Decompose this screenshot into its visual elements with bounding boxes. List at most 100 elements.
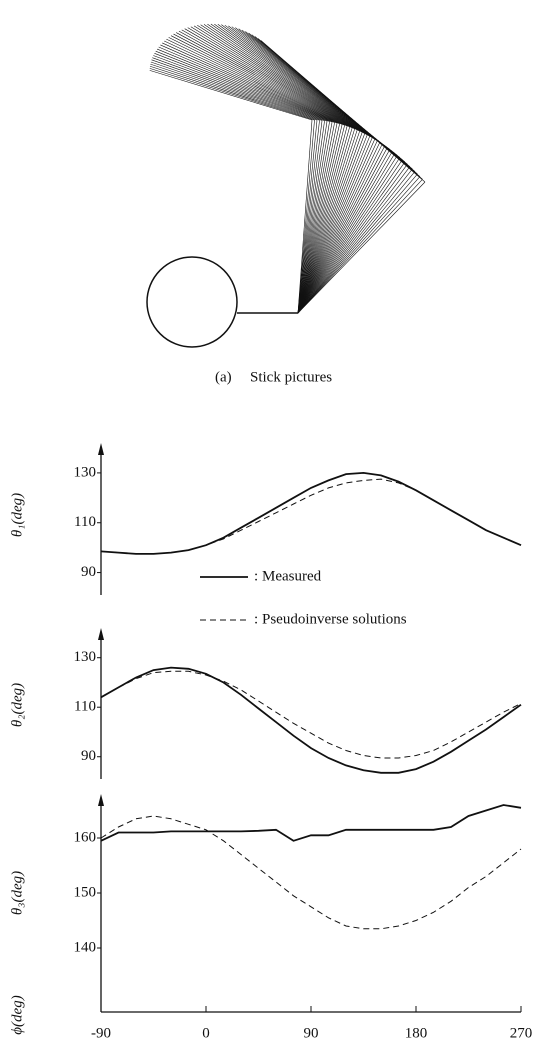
upper-arm xyxy=(297,125,345,314)
upper-arm xyxy=(297,134,368,314)
upper-arm xyxy=(297,140,378,314)
legend-separator: : xyxy=(254,568,258,584)
series-line xyxy=(100,478,522,555)
forearm xyxy=(166,38,350,128)
forearm xyxy=(160,44,343,125)
upper-arm xyxy=(297,120,323,314)
series-line xyxy=(100,666,522,774)
upper-arm xyxy=(297,120,325,314)
forearm xyxy=(149,65,318,121)
upper-arm xyxy=(297,120,320,314)
upper-arm xyxy=(297,139,376,314)
forearm xyxy=(150,61,323,121)
x-tick-label: 0 xyxy=(202,1025,210,1041)
forearm xyxy=(203,24,383,145)
upper-arm xyxy=(297,126,350,314)
forearm xyxy=(190,26,373,138)
upper-arm xyxy=(297,124,343,314)
forearm xyxy=(178,30,363,133)
forearm xyxy=(158,46,340,124)
stick-picture xyxy=(146,23,426,348)
upper-arm xyxy=(297,155,398,314)
upper-arm xyxy=(297,136,371,314)
forearm xyxy=(184,28,368,136)
y-tick-label: 160 xyxy=(74,829,97,845)
upper-arm xyxy=(297,119,313,314)
upper-arm xyxy=(297,173,418,314)
x-axis-label: ϕ(deg) xyxy=(9,995,25,1034)
upper-arm xyxy=(297,121,333,314)
forearm xyxy=(187,27,370,137)
upper-arm xyxy=(297,147,388,314)
upper-arm xyxy=(297,151,393,314)
upper-arm xyxy=(297,142,381,314)
forearm xyxy=(154,53,333,123)
upper-arm xyxy=(297,166,411,314)
forearm xyxy=(168,37,353,129)
body-circle xyxy=(146,256,238,348)
forearm xyxy=(197,24,378,141)
upper-arm xyxy=(297,120,318,314)
forearm xyxy=(151,59,325,122)
forearm xyxy=(155,50,335,123)
upper-arm xyxy=(297,179,423,314)
forearm xyxy=(149,70,313,121)
upper-arm xyxy=(297,149,391,314)
forearm xyxy=(150,63,320,121)
upper-arm xyxy=(297,120,315,314)
y-tick-label: 90 xyxy=(81,748,96,764)
upper-arm xyxy=(297,145,386,314)
forearm xyxy=(181,29,365,134)
y-axis-arrow xyxy=(98,443,104,455)
y-tick-label: 110 xyxy=(74,699,96,715)
series-line xyxy=(100,670,522,759)
x-tick-label: 90 xyxy=(304,1025,319,1041)
y-axis-arrow xyxy=(98,628,104,640)
caption: Stick pictures xyxy=(250,369,332,385)
y-axis-arrow xyxy=(98,794,104,806)
upper-arm xyxy=(297,123,340,314)
upper-arm xyxy=(297,121,328,314)
upper-arm xyxy=(297,129,358,314)
y-tick-label: 130 xyxy=(74,464,97,480)
forearm xyxy=(152,57,328,122)
y-axis-label: θ₂(deg) xyxy=(9,683,25,727)
upper-arm xyxy=(297,143,383,314)
y-tick-label: 110 xyxy=(74,514,96,530)
y-tick-label: 140 xyxy=(74,939,97,955)
y-tick-label: 130 xyxy=(74,649,97,665)
forearm xyxy=(173,33,358,131)
upper-arm xyxy=(297,157,401,314)
upper-arm xyxy=(297,161,406,314)
forearm xyxy=(260,40,426,183)
upper-arm xyxy=(297,181,426,314)
forearm xyxy=(176,32,360,132)
y-axis-label: θ₃(deg) xyxy=(9,871,25,915)
y-tick-label: 150 xyxy=(74,884,97,900)
upper-arm xyxy=(297,171,416,314)
forearm xyxy=(162,42,345,126)
upper-arm xyxy=(297,164,408,314)
series-line xyxy=(100,815,522,930)
x-tick-label: 180 xyxy=(405,1025,428,1041)
upper-arm xyxy=(297,159,403,314)
upper-arm xyxy=(297,127,353,314)
upper-arm xyxy=(297,121,330,314)
forearm xyxy=(164,40,348,127)
x-tick-label: 270 xyxy=(510,1025,533,1041)
upper-arm xyxy=(297,122,335,314)
legend-label: Pseudoinverse solutions xyxy=(262,611,407,627)
legend-separator: : xyxy=(254,611,258,627)
forearm xyxy=(170,35,355,130)
upper-arm xyxy=(297,123,338,314)
upper-arm xyxy=(297,130,360,314)
forearm xyxy=(153,55,330,122)
upper-arm xyxy=(297,137,373,314)
series-line xyxy=(100,804,522,842)
forearm xyxy=(156,48,338,124)
upper-arm xyxy=(297,128,355,314)
y-tick-label: 90 xyxy=(81,564,96,580)
upper-arm xyxy=(297,168,413,314)
caption-label: (a) xyxy=(215,369,232,385)
